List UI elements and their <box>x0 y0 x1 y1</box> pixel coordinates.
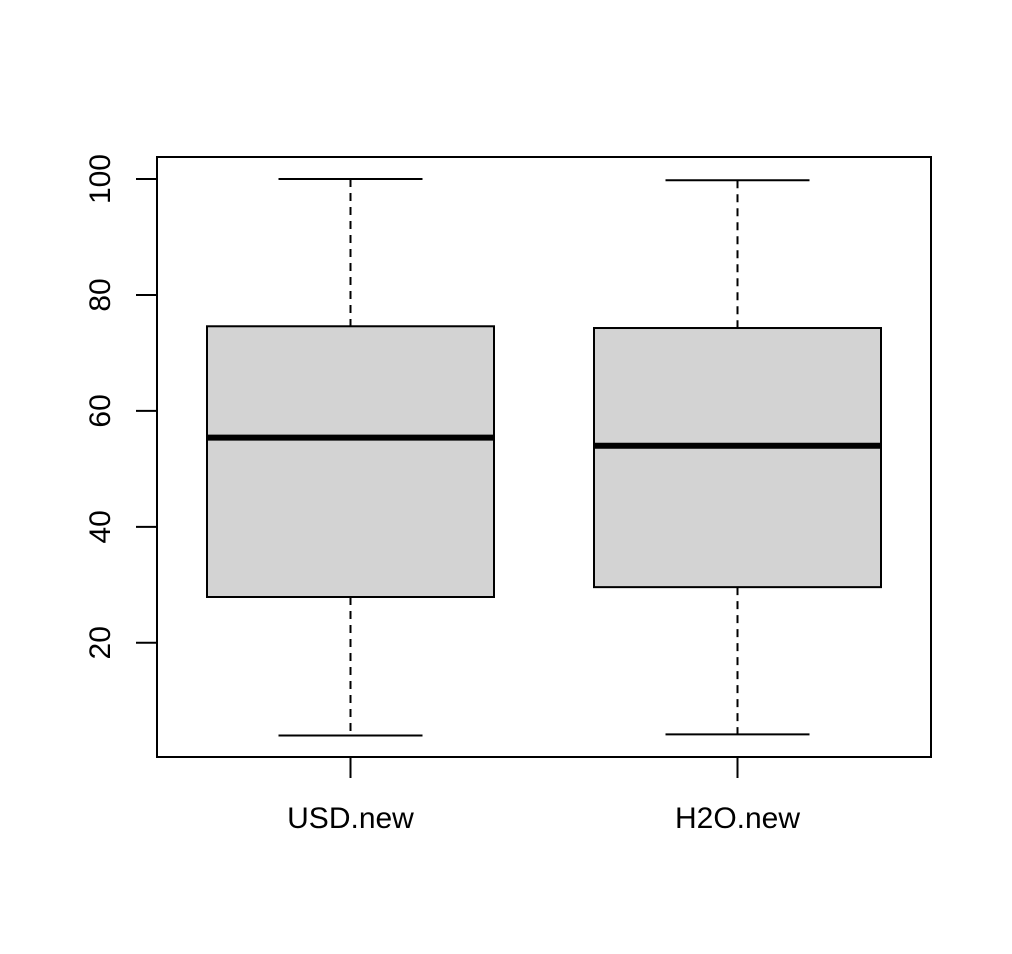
x-category-label: H2O.new <box>675 802 800 835</box>
box-iqr <box>593 327 882 589</box>
box-iqr <box>206 325 495 598</box>
x-category-label: USD.new <box>287 802 414 835</box>
boxes <box>206 178 882 737</box>
y-tick-label: 80 <box>84 278 117 311</box>
y-tick-label: 60 <box>84 394 117 427</box>
y-tick-label: 40 <box>84 510 117 543</box>
x-axis: USD.new H2O.new <box>287 757 800 835</box>
y-tick-label: 20 <box>84 626 117 659</box>
box-group <box>593 179 882 736</box>
y-axis: 20 40 60 80 100 <box>84 154 158 659</box>
y-tick-label: 100 <box>84 154 117 204</box>
box-group <box>206 178 495 737</box>
